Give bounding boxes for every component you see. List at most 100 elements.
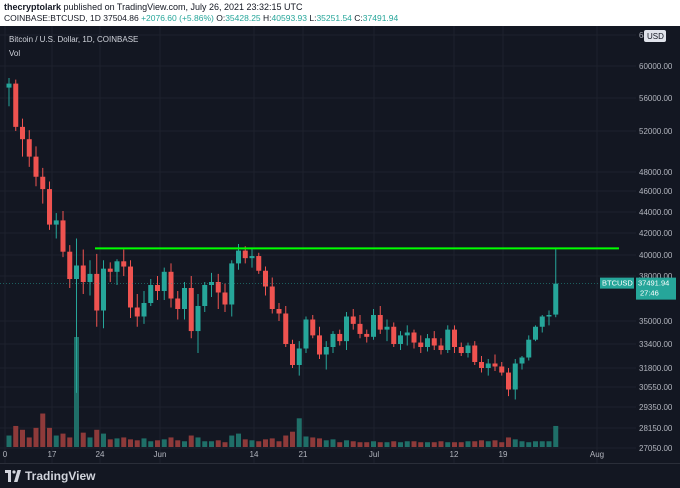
- candle-body: [519, 357, 525, 364]
- candle-body: [431, 338, 437, 346]
- volume-bar: [519, 441, 525, 447]
- candle-body: [290, 344, 295, 365]
- volume-bar: [458, 442, 464, 447]
- candle-body: [121, 261, 127, 267]
- price-axis-label: 35000.00: [639, 317, 673, 326]
- high-label: H:: [263, 13, 272, 23]
- candle-body: [377, 315, 383, 330]
- volume-bar: [80, 432, 86, 447]
- volume-bar: [357, 442, 363, 447]
- volume-bar: [553, 425, 559, 447]
- volume-bar: [168, 437, 174, 447]
- volume-bar: [148, 441, 154, 447]
- volume-bar: [202, 441, 208, 447]
- volume-bar: [121, 437, 127, 447]
- volume-bar: [317, 438, 322, 447]
- volume-bar: [290, 431, 295, 447]
- close-label: C:: [354, 13, 363, 23]
- candle-body: [53, 220, 59, 225]
- price-chart[interactable]: 60000.00 56000.00 52000.00 48000.00 46000.00…: [0, 26, 680, 463]
- volume-bar: [438, 441, 444, 447]
- low-label: L:: [309, 13, 317, 23]
- candle-body: [499, 366, 505, 373]
- volume-bar: [256, 441, 262, 447]
- volume-bar: [94, 429, 100, 447]
- close-value: 37491.94: [362, 13, 399, 23]
- volume-bar: [175, 440, 181, 447]
- candle-body: [323, 347, 329, 355]
- candle-body: [20, 126, 25, 140]
- volume-bar: [337, 442, 343, 447]
- ohlc-line: COINBASE:BTCUSD, 1D 37504.86 +2076.60 (+…: [4, 13, 398, 23]
- time-axis-label: Jul: [369, 450, 379, 459]
- volume-bar: [236, 433, 241, 447]
- volume-bar: [161, 439, 167, 447]
- volume-bar: [242, 439, 248, 447]
- time-axis-label: 19: [499, 450, 508, 459]
- candle-body: [445, 329, 451, 350]
- candle-body: [249, 256, 255, 259]
- candle-body: [202, 285, 208, 306]
- volume-bar: [472, 441, 478, 447]
- price-axis-label: 64: [639, 31, 648, 40]
- candle-body: [141, 303, 147, 317]
- candle-body: [344, 316, 349, 342]
- volume-bar: [350, 441, 356, 447]
- volume-bar: [222, 442, 228, 447]
- time-axis-labels: 0 17 24 Jun 14 21 Jul 12 19 Aug: [3, 450, 604, 459]
- candle-body: [418, 342, 424, 347]
- low-value: 35251.54: [316, 13, 352, 23]
- candle-body: [101, 268, 106, 311]
- volume-bar: [323, 440, 329, 447]
- candle-body: [533, 326, 538, 340]
- candle-body: [155, 285, 160, 291]
- candle-body: [215, 282, 221, 293]
- volume-bar: [533, 441, 538, 447]
- volume-bar: [107, 439, 113, 447]
- candle-body: [526, 339, 532, 358]
- volume-bar: [87, 437, 93, 447]
- candle-body: [229, 263, 235, 305]
- candle-body: [310, 319, 316, 336]
- candle-body: [404, 332, 410, 336]
- currency-button[interactable]: USD: [644, 30, 666, 42]
- publisher-name[interactable]: thecryptolark: [4, 2, 62, 12]
- candle-body: [67, 251, 73, 279]
- volume-bar: [499, 442, 505, 447]
- price-axis-label: 29350.00: [639, 403, 673, 412]
- price-change: +2076.60 (+5.86%): [141, 13, 214, 23]
- candle-body: [472, 345, 478, 362]
- candle-body: [492, 363, 498, 367]
- candle-body: [398, 335, 403, 344]
- publish-info: thecryptolark published on TradingView.c…: [4, 2, 303, 12]
- volume-bar: [479, 440, 484, 447]
- price-axis[interactable]: [636, 26, 680, 463]
- time-axis-label: 21: [299, 450, 308, 459]
- price-tag-price: 37491.94: [638, 279, 669, 288]
- candle-body: [236, 250, 241, 264]
- candle-body: [465, 345, 471, 353]
- volume-bar: [283, 435, 289, 447]
- candle-body: [33, 156, 39, 177]
- candle-body: [74, 265, 79, 279]
- candle-body: [6, 83, 12, 88]
- tradingview-logo[interactable]: TradingView: [5, 469, 95, 483]
- volume-bar: [60, 433, 66, 447]
- volume-bar: [330, 439, 336, 447]
- candle-body: [553, 283, 559, 315]
- candle-body: [458, 347, 464, 353]
- volume-bar: [101, 433, 106, 447]
- volume-bar: [276, 441, 282, 447]
- open-label: O:: [216, 13, 226, 23]
- volume-bar: [377, 442, 383, 447]
- time-axis-label: 12: [450, 450, 459, 459]
- tradingview-icon: [5, 470, 21, 482]
- candle-body: [425, 338, 430, 347]
- candle-body: [452, 329, 457, 347]
- volume-bar: [391, 441, 397, 447]
- candle-body: [87, 273, 93, 282]
- candle-body: [438, 345, 444, 350]
- volume-legend: Vol: [9, 49, 20, 58]
- candle-body: [175, 298, 181, 309]
- volume-bar: [344, 440, 349, 447]
